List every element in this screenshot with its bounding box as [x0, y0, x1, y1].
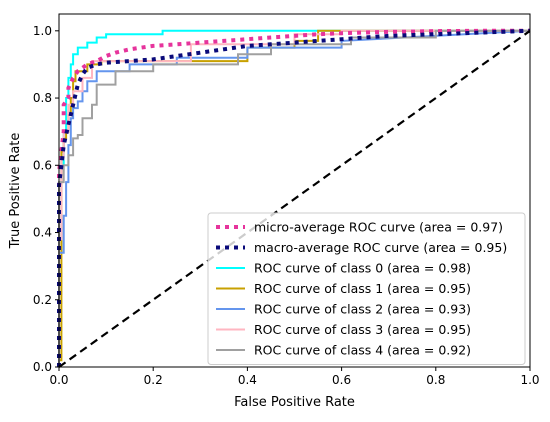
series-line-0: [57, 28, 530, 367]
legend-label: ROC curve of class 4 (area = 0.92): [254, 343, 471, 358]
y-tick-label: 0.0: [33, 360, 52, 374]
series-line-4: [58, 29, 531, 367]
plot-area: [57, 28, 531, 368]
y-axis-label: True Positive Rate: [8, 133, 23, 250]
legend-items: micro-average ROC curve (area = 0.97) mac…: [216, 220, 507, 358]
legend-label: ROC curve of class 3 (area = 0.95): [254, 322, 471, 337]
x-tick-label: 0.8: [426, 373, 445, 387]
axis-ticks: 0.0 0.2 0.4 0.6 0.8 1.0 0.0 0.2 0.4 0.6 0.8 1.0: [33, 24, 540, 387]
x-tick-label: 0.6: [332, 373, 351, 387]
y-tick-label: 0.6: [33, 158, 52, 172]
chance-diagonal-line: [58, 29, 531, 368]
x-tick-label: 1.0: [520, 373, 539, 387]
y-tick-label: 0.4: [33, 226, 52, 240]
legend-label: micro-average ROC curve (area = 0.97): [254, 220, 503, 235]
y-tick-label: 0.8: [33, 91, 52, 105]
series-line-1: [57, 28, 531, 367]
x-tick-label: 0.4: [238, 373, 257, 387]
axes-frame: [58, 13, 531, 368]
legend-box: [207, 212, 526, 365]
legend-label: ROC curve of class 0 (area = 0.98): [254, 261, 471, 276]
x-tick-label: 0.2: [144, 373, 163, 387]
legend: micro-average ROC curve (area = 0.97) mac…: [207, 212, 526, 365]
y-tick-label: 1.0: [33, 24, 52, 38]
x-tick-label: 0.0: [49, 373, 68, 387]
x-axis-label: False Positive Rate: [234, 395, 355, 410]
legend-label: ROC curve of class 1 (area = 0.95): [254, 281, 471, 296]
y-tick-label: 0.2: [33, 293, 52, 307]
legend-label: ROC curve of class 2 (area = 0.93): [254, 302, 471, 317]
legend-label: macro-average ROC curve (area = 0.95): [254, 240, 507, 255]
